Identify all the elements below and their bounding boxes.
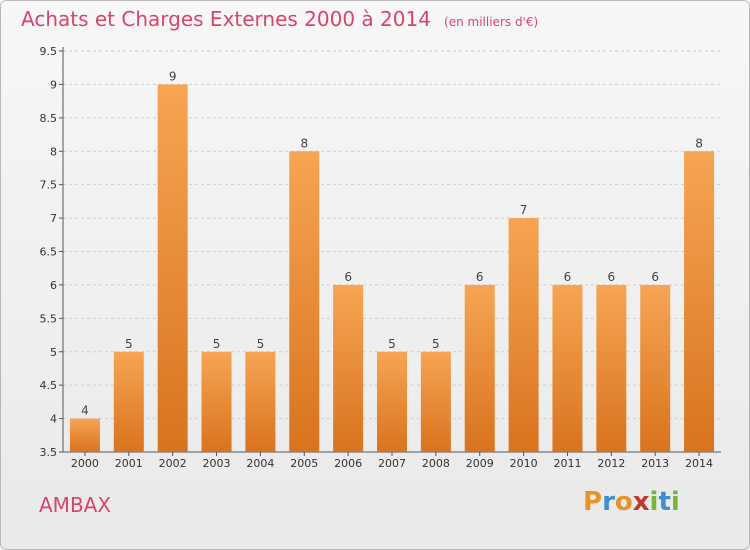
data-label: 6 [564,270,572,284]
bar [113,351,144,452]
data-label: 5 [257,337,265,351]
data-label: 7 [520,203,528,217]
bar [596,284,627,452]
y-tick-label: 8 [50,145,57,158]
logo-letter: x [632,487,650,517]
bar [684,151,715,452]
y-tick-label: 7 [50,212,57,225]
y-tick-label: 9 [50,78,57,91]
data-label: 5 [213,337,221,351]
data-label: 5 [432,337,440,351]
x-tick-label: 2014 [685,457,713,470]
x-tick-label: 2004 [246,457,274,470]
x-tick-label: 2003 [203,457,231,470]
chart-title: Achats et Charges Externes 2000 à 2014 [21,7,431,31]
bar [157,84,188,453]
data-label: 5 [388,337,396,351]
bar [508,218,539,452]
x-tick-label: 2001 [115,457,143,470]
logo-letter: i [670,487,680,517]
data-label: 4 [81,404,89,418]
x-tick-label: 2009 [466,457,494,470]
bar [420,351,451,452]
x-tick-label: 2007 [378,457,406,470]
logo-letter: P [583,487,603,517]
x-tick-label: 2011 [553,457,581,470]
data-label: 6 [344,270,352,284]
y-tick-label: 6 [50,279,57,292]
x-tick-label: 2008 [422,457,450,470]
x-tick-label: 2006 [334,457,362,470]
title-row: Achats et Charges Externes 2000 à 2014 (… [21,7,538,31]
logo-letter: r [602,487,615,517]
data-label: 8 [300,136,308,150]
chart-subtitle: (en milliers d'€) [444,15,539,29]
bar [201,351,232,452]
data-label: 6 [476,270,484,284]
data-label: 5 [125,337,133,351]
y-tick-label: 4 [50,413,57,426]
data-label: 6 [608,270,616,284]
data-label: 9 [169,69,177,83]
x-tick-label: 2012 [597,457,625,470]
bar [245,351,276,452]
y-tick-label: 5 [50,346,57,359]
bar [333,284,364,452]
x-tick-label: 2013 [641,457,669,470]
y-tick-label: 7.5 [40,179,58,192]
bar [552,284,583,452]
commune-name: AMBAX [39,493,112,517]
y-tick-label: 8.5 [40,112,58,125]
logo-letter: o [614,487,633,517]
data-label: 6 [651,270,659,284]
y-tick-label: 4.5 [40,379,58,392]
x-tick-label: 2010 [510,457,538,470]
logo-letter: i [649,487,659,517]
bar [464,284,495,452]
bar [640,284,671,452]
y-tick-label: 5.5 [40,312,58,325]
data-label: 8 [695,136,703,150]
bar [377,351,407,452]
x-tick-label: 2000 [71,457,99,470]
logo-letter: t [658,487,671,517]
y-tick-label: 3.5 [40,446,58,459]
x-tick-label: 2005 [290,457,318,470]
bar [289,151,320,452]
x-tick-label: 2002 [159,457,187,470]
y-tick-label: 6.5 [40,246,58,259]
bar [69,418,100,452]
proxiti-logo: Proxiti [583,487,680,517]
y-tick-label: 9.5 [40,45,58,58]
